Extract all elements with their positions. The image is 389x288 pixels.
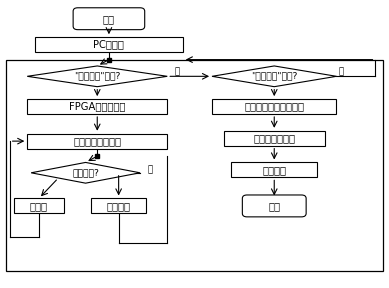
Bar <box>6 60 383 271</box>
Bar <box>35 37 183 52</box>
Text: PC机指令: PC机指令 <box>93 40 124 50</box>
Text: FPGA系统初始化: FPGA系统初始化 <box>69 102 125 111</box>
Text: 机械抖动?: 机械抖动? <box>72 168 99 177</box>
FancyBboxPatch shape <box>73 8 145 30</box>
Bar <box>224 131 325 146</box>
Polygon shape <box>27 66 167 87</box>
Polygon shape <box>212 66 336 87</box>
Text: 开始: 开始 <box>103 14 115 24</box>
Bar <box>91 198 146 213</box>
Text: 数据分析与处理: 数据分析与处理 <box>253 133 295 143</box>
Bar <box>27 134 167 149</box>
FancyBboxPatch shape <box>242 195 306 217</box>
Bar <box>231 162 317 177</box>
Polygon shape <box>31 162 140 183</box>
Text: 保存数据: 保存数据 <box>107 201 131 211</box>
Text: 检测开关触点状态: 检测开关触点状态 <box>73 136 121 146</box>
Text: 结果显示: 结果显示 <box>262 165 286 175</box>
Text: 否: 否 <box>338 67 344 77</box>
Text: "结束测量"指令?: "结束测量"指令? <box>251 72 298 81</box>
Text: 结束: 结束 <box>268 201 280 211</box>
Bar <box>27 99 167 114</box>
Text: 经串行口上传测量数据: 经串行口上传测量数据 <box>244 102 304 111</box>
Text: 累计时: 累计时 <box>30 201 48 211</box>
Text: 否: 否 <box>174 67 180 77</box>
Text: 否: 否 <box>147 165 152 175</box>
Text: "开始测量"指令?: "开始测量"指令? <box>74 72 121 81</box>
Bar <box>212 99 336 114</box>
Bar <box>14 198 64 213</box>
